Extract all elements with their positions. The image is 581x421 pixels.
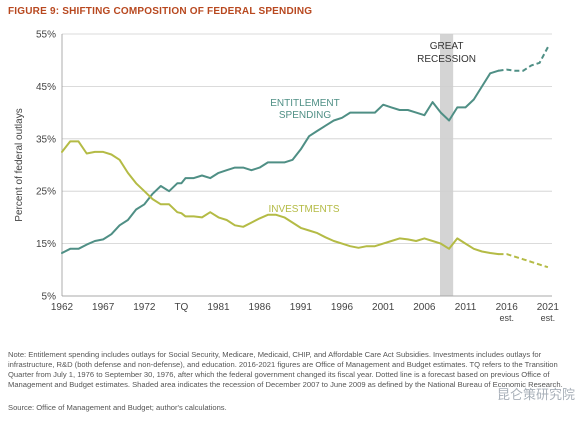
figure-title: FIGURE 9: SHIFTING COMPOSITION OF FEDERA…	[8, 6, 313, 17]
recession-label: RECESSION	[417, 54, 476, 65]
x-tick-label: 1981	[207, 302, 230, 313]
y-axis-label: Percent of federal outlays	[14, 108, 25, 221]
series-line	[61, 69, 500, 254]
y-tick-label: 15%	[36, 239, 56, 250]
y-tick-label: 25%	[36, 187, 56, 198]
y-tick-label: 45%	[36, 82, 56, 93]
line-chart: 5% 15% 25% 35% 45% 55% 1962 1967 1972 TQ 1981 1986 1…	[14, 30, 559, 324]
series-label-entitlement: ENTITLEMENT	[270, 98, 339, 109]
series-forecast-line	[498, 46, 549, 72]
axes: 5% 15% 25% 35% 45% 55% 1962 1967 1972 TQ 1981 1986 1…	[14, 30, 559, 324]
x-tick-label: 2001	[372, 302, 395, 313]
x-tick-label: 1972	[133, 302, 156, 313]
x-tick-label: 1967	[92, 302, 115, 313]
series-label-investments: INVESTMENTS	[268, 204, 339, 215]
x-tick-label: 1996	[331, 302, 354, 313]
chart-source: Source: Office of Management and Budget;…	[8, 403, 227, 412]
x-tick-sublabel: est.	[541, 313, 556, 323]
series-forecast-line	[498, 253, 549, 269]
x-tick-label: 2006	[413, 302, 436, 313]
x-tick-label: 2016	[496, 302, 519, 313]
recession-label: GREAT	[430, 41, 464, 52]
recession-shading	[440, 34, 454, 296]
x-tick-label: 2021	[537, 302, 560, 313]
series-label-entitlement: SPENDING	[279, 110, 331, 121]
chart-note: Note: Entitlement spending includes outl…	[8, 350, 563, 389]
y-tick-label: 5%	[42, 292, 57, 303]
y-tick-label: 35%	[36, 134, 56, 145]
gridlines	[62, 33, 552, 297]
recession-band	[440, 34, 454, 296]
x-tick-label: 1986	[249, 302, 272, 313]
x-tick-label: TQ	[174, 302, 188, 313]
series-lines	[61, 46, 549, 269]
x-tick-sublabel: est.	[499, 313, 514, 323]
y-tick-label: 55%	[36, 30, 56, 41]
x-tick-label: 1991	[290, 302, 313, 313]
x-tick-label: 2011	[455, 302, 477, 313]
series-line	[61, 140, 500, 256]
x-tick-label: 1962	[51, 302, 74, 313]
watermark: 昆仑策研究院	[496, 388, 575, 403]
